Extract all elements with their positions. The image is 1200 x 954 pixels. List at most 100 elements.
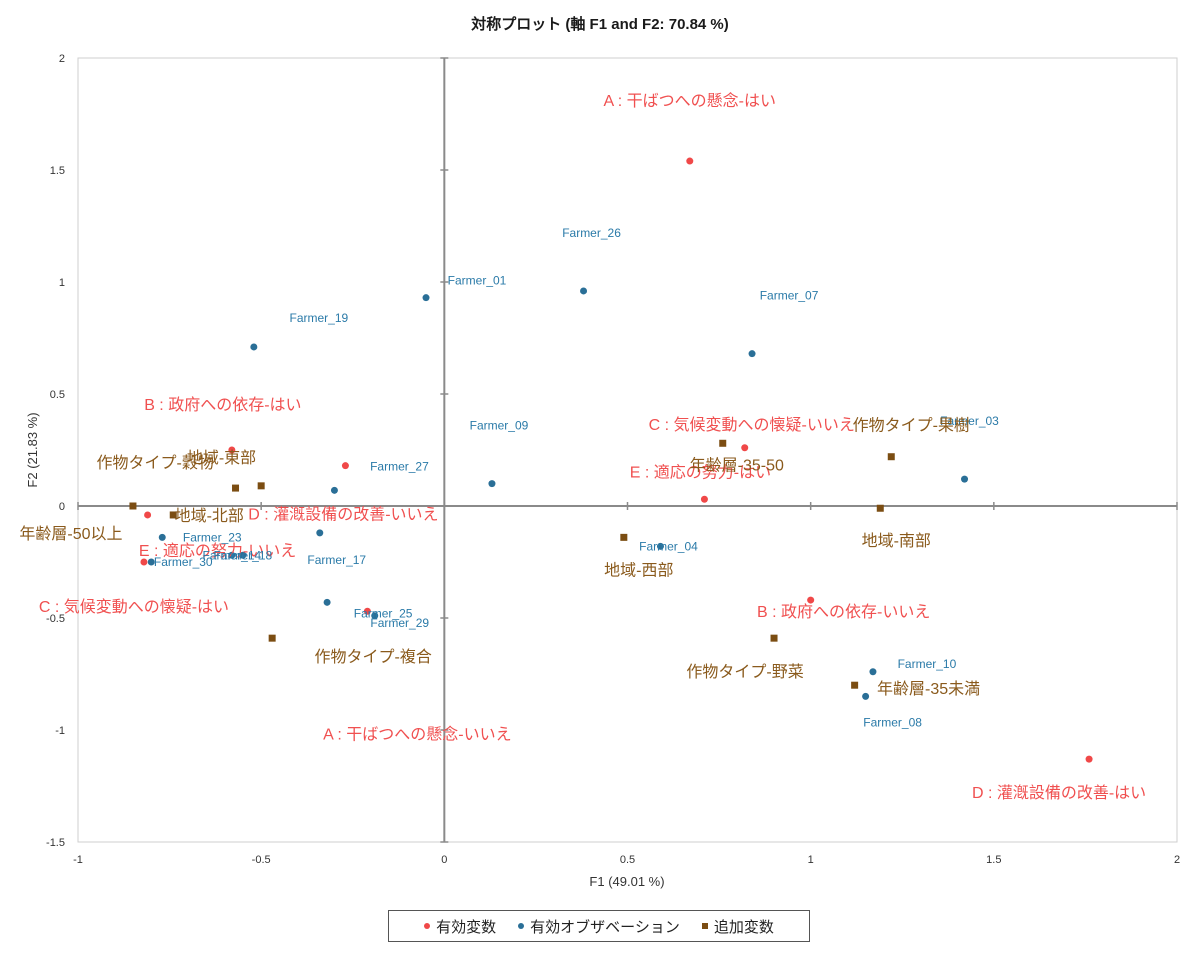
point-label: 作物タイプ-複合 — [314, 648, 431, 666]
legend: 有効変数 有効オブザベーション 追加変数 — [388, 910, 810, 942]
y-tick-label: -1 — [55, 725, 65, 737]
point-label: B : 政府への依存-いいえ — [757, 603, 930, 621]
x-tick-label: 2 — [1174, 854, 1180, 866]
point-label: Farmer_27 — [370, 459, 429, 473]
x-tick-label: 0 — [441, 854, 447, 866]
supplementary-variable-point — [232, 484, 240, 492]
x-tick-label: 0.5 — [620, 854, 635, 866]
point-label: A : 干ばつへの懸念-いいえ — [323, 724, 511, 743]
point-label: D : 灌漑設備の改善-はい — [972, 784, 1146, 802]
point-label: Farmer_18 — [214, 548, 273, 562]
x-tick-label: -1 — [73, 854, 83, 866]
observation-point — [869, 668, 877, 676]
observation-point — [580, 287, 588, 295]
supplementary-variable-point — [268, 634, 276, 642]
observation-point — [239, 551, 247, 559]
x-axis-label: F1 (49.01 %) — [589, 874, 664, 889]
point-label: 地域-東部 — [187, 449, 256, 467]
point-label: Farmer_07 — [760, 289, 819, 303]
point-label: 地域-北部 — [175, 507, 244, 525]
point-label: Farmer_08 — [863, 715, 922, 729]
point-label: 年齢層-35未満 — [877, 680, 980, 698]
legend-label: 追加変数 — [713, 917, 774, 936]
active-variable-point — [807, 596, 815, 604]
x-tick-label: -0.5 — [252, 854, 271, 866]
observation-point — [158, 533, 166, 541]
supplementary-variable-point — [770, 634, 778, 642]
legend-item-active-observations: 有効オブザベーション — [518, 916, 680, 937]
y-tick-label: -0.5 — [46, 613, 65, 625]
active-variable-point — [700, 495, 708, 503]
point-label: Farmer_14 — [203, 548, 262, 562]
y-tick-label: -1.5 — [46, 837, 65, 849]
supplementary-variable-point — [620, 533, 628, 541]
chart-title: 対称プロット (軸 F1 and F2: 70.84 %) — [470, 15, 729, 33]
observation-point — [862, 692, 870, 700]
x-tick-label: 1 — [808, 854, 814, 866]
red-dot-icon — [424, 923, 431, 929]
active-variable-point — [363, 607, 371, 615]
point-label: Farmer_10 — [898, 657, 957, 671]
observation-point — [961, 475, 969, 483]
observation-point — [250, 343, 258, 351]
blue-dot-icon — [518, 923, 525, 929]
y-axis-label: F2 (21.83 %) — [25, 412, 40, 487]
point-label: Farmer_26 — [562, 226, 621, 240]
observation-point — [748, 350, 756, 358]
point-label: C : 気候変動への懐疑-はい — [39, 598, 229, 616]
observation-point — [330, 486, 338, 494]
y-tick-label: 1 — [59, 277, 65, 289]
observation-point — [228, 551, 236, 559]
supplementary-variable-point — [129, 502, 137, 510]
point-label: Farmer_01 — [448, 274, 507, 288]
point-label: 作物タイプ-果樹 — [853, 417, 970, 435]
point-label: Farmer_17 — [307, 553, 366, 567]
x-tick-label: 1.5 — [986, 854, 1001, 866]
plot-area — [77, 57, 1178, 843]
point-label: Farmer_19 — [289, 311, 348, 325]
supplementary-variable-point — [719, 439, 727, 447]
active-variable-point — [140, 558, 148, 566]
point-label: Farmer_30 — [154, 555, 213, 569]
point-label: A : 干ばつへの懸念-はい — [604, 91, 776, 110]
observation-point — [656, 542, 664, 550]
point-label: D : 灌漑設備の改善-いいえ — [248, 506, 438, 524]
point-label: Farmer_29 — [370, 616, 429, 630]
y-tick-label: 0.5 — [50, 389, 65, 401]
point-label: Farmer_04 — [639, 539, 698, 553]
point-label: 年齢層-50以上 — [19, 525, 122, 543]
point-label: 年齢層-35-50 — [690, 456, 784, 474]
point-label: 地域-西部 — [604, 561, 673, 579]
supplementary-variable-point — [257, 482, 265, 490]
supplementary-variable-point — [851, 681, 859, 689]
point-label: 作物タイプ-穀物 — [97, 454, 214, 472]
point-label: B : 政府への依存-はい — [144, 396, 301, 414]
active-variable-point — [1085, 755, 1093, 763]
y-tick-label: 2 — [59, 53, 65, 65]
observation-point — [371, 612, 379, 620]
observation-point — [147, 558, 155, 566]
point-label: E : 適応の努力-いいえ — [139, 542, 296, 560]
y-tick-label: 0 — [59, 501, 65, 513]
active-variable-point — [741, 444, 749, 452]
active-variable-point — [144, 511, 152, 519]
supplementary-variable-point — [876, 504, 884, 512]
point-label: Farmer_25 — [354, 606, 413, 620]
observation-point — [422, 294, 430, 302]
observation-point — [488, 480, 496, 488]
active-variable-point — [686, 157, 694, 165]
brown-square-icon — [701, 923, 708, 929]
legend-label: 有効オブザベーション — [530, 917, 680, 936]
active-variable-point — [341, 462, 349, 470]
point-label: 地域-南部 — [862, 532, 931, 550]
point-label: Farmer_03 — [940, 414, 999, 428]
point-label: 作物タイプ-野菜 — [686, 663, 803, 681]
point-label: Farmer_09 — [470, 419, 529, 433]
observation-point — [323, 598, 331, 606]
supplementary-variable-point — [169, 511, 177, 519]
legend-label: 有効変数 — [436, 917, 497, 936]
active-variable-point — [228, 446, 236, 454]
legend-item-active-variables: 有効変数 — [424, 916, 496, 937]
point-label: Farmer_23 — [183, 530, 242, 544]
